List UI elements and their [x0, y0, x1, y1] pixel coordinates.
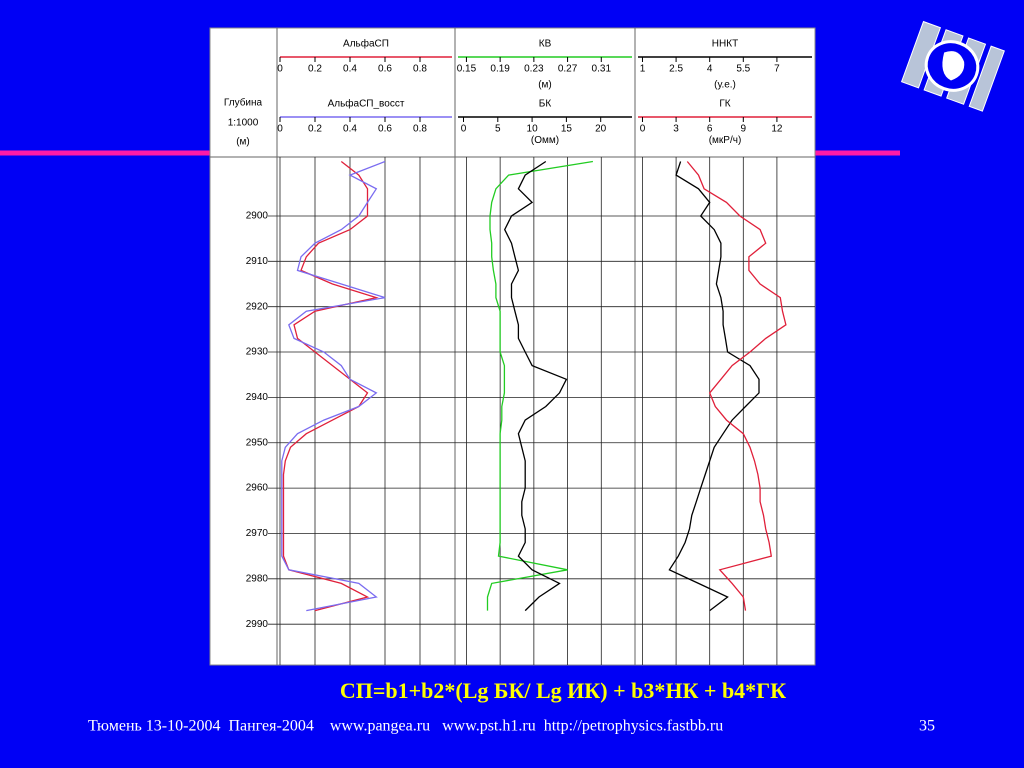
x-tick-label: 3: [673, 124, 679, 135]
x-tick-label: 0.6: [378, 124, 392, 135]
y-tick-label: 2980: [246, 573, 269, 584]
x-tick-label: 6: [707, 124, 713, 135]
y-tick-label: 2990: [246, 619, 269, 630]
x-tick-label: 0: [277, 64, 283, 75]
x-tick-label: 0.8: [413, 124, 427, 135]
log-curve: [686, 161, 787, 611]
x-tick-label: 0.2: [308, 64, 322, 75]
x-tick-label: 0: [277, 124, 283, 135]
y-tick-label: 2970: [246, 528, 269, 539]
log-panel: [209, 27, 816, 666]
y-tick-label: 2960: [246, 483, 269, 494]
x-tick-label: 0.4: [343, 64, 357, 75]
x-tick-label: 0.8: [413, 64, 427, 75]
logo: [900, 20, 1005, 112]
y-tick-label: 2920: [246, 301, 269, 312]
depth-scale: 1:1000: [228, 118, 259, 129]
x-tick-label: 9: [741, 124, 747, 135]
log-curve: [281, 160, 386, 612]
log-curve: [668, 161, 760, 612]
x-tick-label: 0.6: [378, 64, 392, 75]
y-tick-label: 2950: [246, 437, 269, 448]
curve-unit: (у.е.): [714, 80, 736, 91]
x-tick-label: 10: [527, 124, 539, 135]
curve-name: КВ: [539, 39, 552, 50]
curve-unit: (м): [538, 80, 552, 91]
x-tick-label: 12: [771, 124, 783, 135]
x-tick-label: 20: [595, 124, 607, 135]
log-curve: [503, 160, 568, 612]
x-tick-label: 0.15: [457, 64, 477, 75]
x-tick-label: 0.31: [592, 64, 612, 75]
x-tick-label: 0.27: [558, 64, 578, 75]
x-tick-label: 7: [774, 64, 780, 75]
x-tick-label: 2.5: [669, 64, 683, 75]
page-number: 35: [919, 718, 935, 735]
x-tick-label: 0.23: [524, 64, 544, 75]
curve-name: БК: [539, 99, 552, 110]
y-tick-label: 2900: [246, 211, 269, 222]
curve-name: ННКТ: [712, 39, 738, 50]
x-tick-label: 5: [495, 124, 501, 135]
x-tick-label: 0.4: [343, 124, 357, 135]
x-tick-label: 0: [640, 124, 646, 135]
x-tick-label: 15: [561, 124, 573, 135]
log-curve: [282, 160, 379, 612]
x-tick-label: 4: [707, 64, 713, 75]
curve-unit: (Омм): [531, 135, 559, 146]
curve-name: АльфаСП_восст: [328, 98, 405, 110]
depth-title: Глубина: [224, 97, 263, 109]
x-tick-label: 0.19: [490, 64, 510, 75]
x-tick-label: 0: [461, 124, 467, 135]
curve-name: ГК: [719, 99, 730, 110]
depth-unit: (м): [236, 137, 250, 148]
y-tick-label: 2910: [246, 256, 269, 267]
curve-unit: (мкР/ч): [709, 135, 742, 146]
x-tick-label: 0.2: [308, 124, 322, 135]
log-curve: [486, 160, 594, 611]
x-tick-label: 1: [640, 64, 646, 75]
well-log: Глубина 1:1000 (м) 2900 2910 2920 2930 2940 2950…: [210, 28, 815, 665]
formula: СП=b1+b2*(Lg БК/ Lg ИК) + b3*НК + b4*ГК: [340, 678, 786, 703]
y-tick-label: 2930: [246, 347, 269, 358]
footer: Тюмень 13-10-2004 Пангея-2004 www.pangea…: [88, 718, 723, 735]
x-tick-label: 5.5: [736, 64, 750, 75]
curve-name: АльфаСП: [343, 38, 389, 50]
y-tick-label: 2940: [246, 392, 269, 403]
